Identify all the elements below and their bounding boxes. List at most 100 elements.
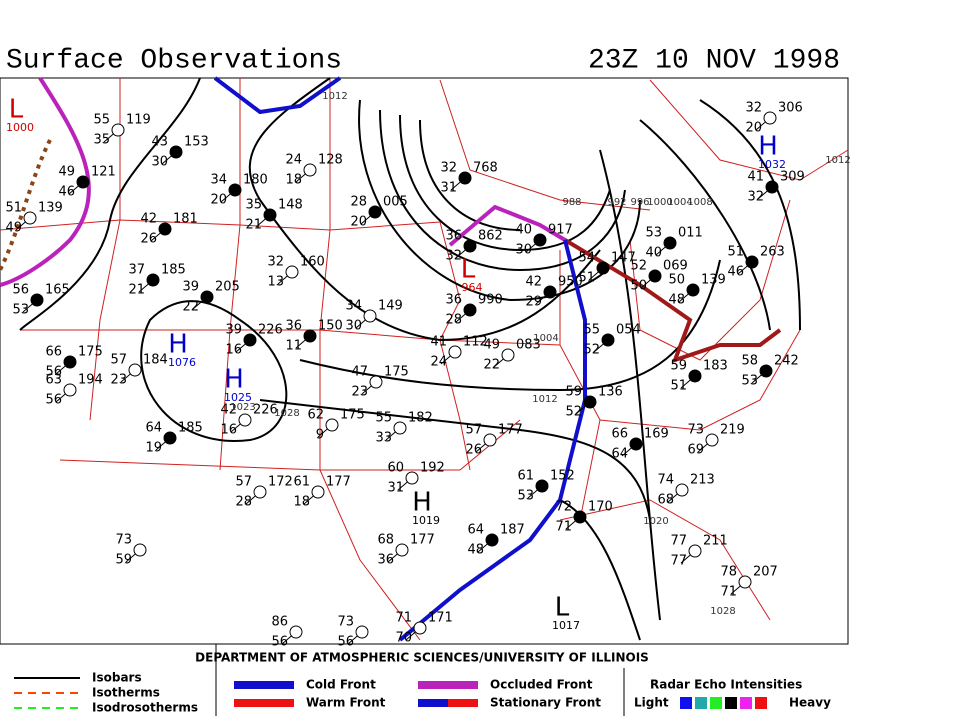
temperature: 63 [45,373,62,388]
station [485,533,499,547]
pressure: 112 [463,335,488,350]
dewpoint: 30 [345,319,362,334]
pressure: 121 [91,165,116,180]
temperature: 73 [687,423,704,438]
pressure: 219 [720,423,745,438]
dewpoint: 9 [316,428,324,443]
temperature: 55 [375,411,392,426]
radar-swatch [680,697,692,709]
dewpoint: 48 [668,293,685,308]
dewpoint: 56 [45,393,62,408]
pressure: 242 [774,354,799,369]
temperature: 77 [670,534,687,549]
pressure: 180 [243,173,268,188]
temperature: 73 [115,533,132,548]
station [413,621,427,635]
dewpoint: 51 [578,271,595,286]
temperature: 78 [720,565,737,580]
dewpoint: 21 [128,283,145,298]
dewpoint: 51 [670,379,687,394]
temperature: 32 [267,255,284,270]
pressure: 153 [184,135,209,150]
legend-label: Stationary Front [490,696,601,710]
pressure: 184 [143,353,168,368]
station [395,543,409,557]
temperature: 43 [151,135,168,150]
dewpoint: 29 [525,295,542,310]
station [686,283,700,297]
radar-swatch [710,697,722,709]
temperature: 28 [350,195,367,210]
station [363,309,377,323]
dewpoint: 30 [151,155,168,170]
temperature: 36 [445,229,462,244]
temperature: 55 [93,113,110,128]
isobar-label: 992 [607,197,626,208]
temperature: 64 [467,523,484,538]
dewpoint: 36 [377,553,394,568]
dewpoint: 28 [235,495,252,510]
front-swatch [448,699,478,707]
dewpoint: 32 [445,249,462,264]
cold-front [213,76,342,115]
pressure: 263 [760,245,785,260]
front-swatch [418,699,448,707]
pressure: 862 [478,229,503,244]
station [745,255,759,269]
dewpoint: 52 [583,343,600,358]
borders [0,78,849,641]
temperature: 59 [670,359,687,374]
center-value: 1017 [552,619,580,632]
dewpoint: 31 [440,181,457,196]
temperature: 36 [285,319,302,334]
pressure: 005 [383,195,408,210]
front-swatch [234,699,294,707]
temperature: 59 [565,385,582,400]
pressure: 990 [478,293,503,308]
dewpoint: 22 [182,300,199,315]
pressure-center: H [224,365,244,395]
credit: DEPARTMENT OF ATMOSPHERIC SCIENCES/UNIVE… [195,651,649,665]
isobar-label: 1028 [710,606,735,617]
dewpoint: 11 [285,339,302,354]
occluded-front [0,76,91,287]
dewpoint: 16 [225,343,242,358]
legend-label: Occluded Front [490,678,593,692]
dewpoint: 56 [337,635,354,650]
radar-swatch [740,697,752,709]
station [393,421,407,435]
center-value: 964 [462,281,483,294]
station [30,293,44,307]
station [243,333,257,347]
station [303,329,317,343]
station [583,395,597,409]
dewpoint: 26 [140,232,157,247]
pressure: 147 [611,251,636,266]
station [483,433,497,447]
isobar-label: 1012 [532,394,557,405]
center-value: 1032 [758,158,786,171]
station [263,208,277,222]
station [405,471,419,485]
temperature: 56 [12,283,29,298]
station [629,437,643,451]
station [463,239,477,253]
pressure: 187 [500,523,525,538]
dewpoint: 68 [657,493,674,508]
temperature: 53 [645,226,662,241]
pressure: 169 [644,427,669,442]
dewpoint: 20 [350,215,367,230]
isobar-label: 1004 [667,197,692,208]
station [688,544,702,558]
temperature: 51 [5,201,22,216]
dewpoint: 53 [517,489,534,504]
isobars [19,77,801,641]
temperature: 42 [525,275,542,290]
dewpoint: 13 [267,275,284,290]
pressure: 181 [173,212,198,227]
pressure: 171 [428,611,453,626]
title: Surface Observations [6,45,342,76]
pressure: 165 [45,283,70,298]
temperature: 40 [515,223,532,238]
station [63,355,77,369]
